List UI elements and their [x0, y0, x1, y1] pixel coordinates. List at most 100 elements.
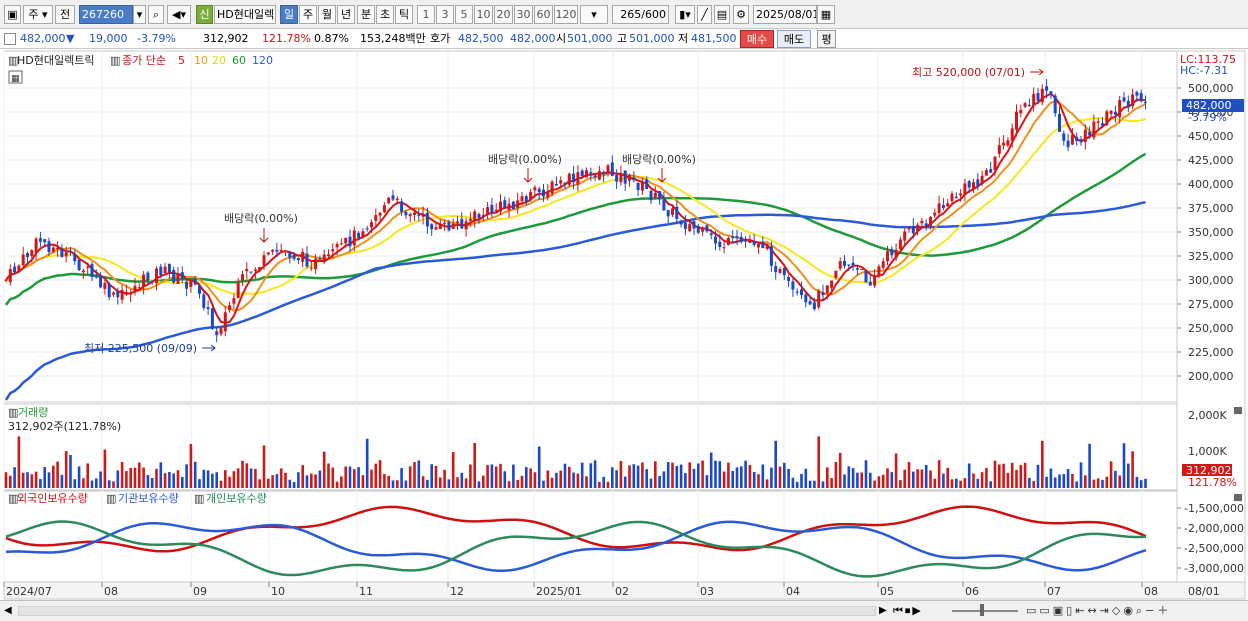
zoom-slider-handle[interactable] — [980, 604, 984, 616]
volume-bar — [847, 466, 851, 488]
volume-bar — [666, 461, 670, 488]
holding-pane[interactable] — [3, 490, 1178, 583]
scroll-right-icon[interactable]: ▶ — [879, 605, 887, 616]
interval-10[interactable]: 10 — [474, 5, 493, 24]
interval-custom-select[interactable]: ▾ — [580, 5, 608, 24]
prev-button[interactable]: 전 — [55, 5, 75, 24]
volume-bar — [155, 468, 158, 488]
volume-bar — [473, 442, 476, 488]
candle-body — [886, 251, 889, 262]
x-tick-label: 2024/07 — [6, 585, 52, 598]
candle-body — [129, 293, 133, 295]
tab-day[interactable]: 일 — [280, 5, 298, 24]
volume-menu-icon[interactable]: ▥ — [8, 406, 18, 419]
new-flag-button[interactable]: 신 — [196, 5, 213, 24]
volume-bars — [4, 436, 1147, 488]
tab-tick[interactable]: 틱 — [395, 5, 413, 24]
interval-5[interactable]: 5 — [455, 5, 473, 24]
holding-menu-icon[interactable]: ▥ — [8, 492, 18, 505]
buy-button[interactable]: 매수 — [740, 30, 774, 48]
scroll-track[interactable] — [18, 606, 876, 616]
volume-bar — [572, 472, 575, 488]
calendar-icon[interactable]: ▦ — [817, 5, 835, 24]
interval-120[interactable]: 120 — [554, 5, 578, 24]
volume-bar — [963, 478, 967, 488]
volume-bar — [757, 474, 760, 488]
tab-week[interactable]: 주 — [299, 5, 317, 24]
candle-body — [17, 265, 21, 273]
stock-code-input[interactable]: 267260 — [79, 5, 133, 24]
candle-body — [894, 249, 898, 259]
save-icon[interactable]: ▤ — [714, 5, 730, 24]
candle-type-icon[interactable]: ▮▾ — [675, 5, 695, 24]
playback-controls-icon[interactable]: ⏮⏹▶ — [893, 604, 923, 617]
dividend-arrow-icon-3 — [657, 168, 667, 183]
volume-bar — [1127, 463, 1130, 488]
candle-body — [825, 285, 829, 294]
interval-1[interactable]: 1 — [417, 5, 435, 24]
ma60-legend: 60 — [232, 54, 246, 67]
high-annotation: 최고 520,000 (07/01) — [912, 66, 1025, 79]
tab-minute[interactable]: 분 — [357, 5, 375, 24]
stock-chart[interactable]: ▥ HD현대일렉트릭 ▥ 종가 단순 5 10 20 60 120 ▦ LC:1… — [0, 50, 1248, 621]
dropdown-icon[interactable]: ▾ — [133, 5, 146, 24]
interval-30[interactable]: 30 — [514, 5, 533, 24]
volume-bar — [1028, 477, 1031, 488]
window-menu-icon[interactable]: ▣ — [4, 5, 21, 24]
volume-bar — [950, 479, 954, 488]
chart-menu-icon[interactable]: ▥ — [8, 54, 18, 67]
volume-bar — [82, 478, 85, 488]
price-pane[interactable] — [3, 50, 1178, 403]
tab-year[interactable]: 년 — [337, 5, 355, 24]
candle-body — [159, 266, 163, 276]
holding-pane-close-icon[interactable] — [1234, 494, 1242, 501]
volume-bar — [933, 478, 937, 488]
volume-bar — [30, 474, 34, 488]
search-icon[interactable]: ⌕ — [148, 5, 164, 24]
speaker-icon[interactable]: ◀▾ — [167, 5, 191, 24]
volume-bar — [817, 436, 820, 488]
avg-button[interactable]: 평 — [817, 30, 836, 48]
candle-body — [26, 253, 29, 258]
data-count-input[interactable]: 265/600 — [612, 5, 669, 24]
interval-20[interactable]: 20 — [494, 5, 513, 24]
draw-tool-icon[interactable]: ╱ — [697, 5, 712, 24]
volume-bar — [611, 467, 614, 488]
tab-month[interactable]: 월 — [318, 5, 336, 24]
candle-body — [1010, 128, 1014, 141]
table-toggle-icon[interactable] — [8, 70, 23, 84]
zoom-slider[interactable] — [952, 610, 1018, 612]
sell-button[interactable]: 매도 — [777, 30, 811, 48]
view-tools-icons[interactable]: ▭▭▣▯⇤↔⇥◇◉⌕−＋ — [1026, 604, 1172, 617]
tab-second[interactable]: 초 — [376, 5, 394, 24]
volume-bar — [26, 472, 29, 488]
volume-bar — [1088, 443, 1091, 488]
candle-body — [305, 253, 309, 267]
volume-bar — [116, 470, 120, 488]
volume-bar — [740, 466, 743, 488]
volume-bar — [146, 475, 150, 488]
volume-bar — [64, 451, 68, 488]
candle-body — [1092, 121, 1096, 138]
candle-body — [1088, 131, 1092, 136]
scroll-left-icon[interactable]: ◀ — [4, 605, 12, 616]
quote-checkbox[interactable] — [4, 33, 16, 45]
volume-pane-close-icon[interactable] — [1234, 407, 1242, 414]
candle-body — [112, 292, 115, 295]
gear-icon[interactable]: ⚙ — [733, 5, 749, 24]
candle-body — [400, 201, 404, 212]
candle-body — [1049, 91, 1053, 95]
candle-body — [172, 269, 176, 283]
volume-value-text: 312,902주(121.78%) — [8, 420, 121, 433]
interval-60[interactable]: 60 — [534, 5, 553, 24]
volume-bar — [924, 465, 928, 488]
period-select[interactable]: 주 ▾ — [23, 5, 53, 24]
volume-bar — [1118, 475, 1121, 488]
x-tick-label: 09 — [193, 585, 207, 598]
volume-bar — [903, 469, 906, 488]
date-input[interactable]: 2025/08/01 — [753, 5, 817, 24]
interval-3[interactable]: 3 — [436, 5, 454, 24]
candle-body — [860, 269, 864, 271]
high-label: 고 — [617, 32, 628, 45]
candle-body — [1083, 129, 1087, 143]
